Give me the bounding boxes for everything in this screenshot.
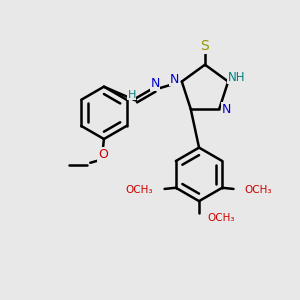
Text: H: H: [128, 90, 136, 100]
Text: N: N: [150, 77, 160, 90]
Text: N: N: [222, 103, 231, 116]
Text: OCH₃: OCH₃: [126, 185, 153, 195]
Text: O: O: [98, 148, 108, 161]
Text: N: N: [170, 73, 179, 86]
Text: OCH₃: OCH₃: [207, 213, 235, 223]
Text: NH: NH: [228, 70, 245, 84]
Text: OCH₃: OCH₃: [245, 185, 272, 195]
Text: S: S: [201, 39, 209, 53]
